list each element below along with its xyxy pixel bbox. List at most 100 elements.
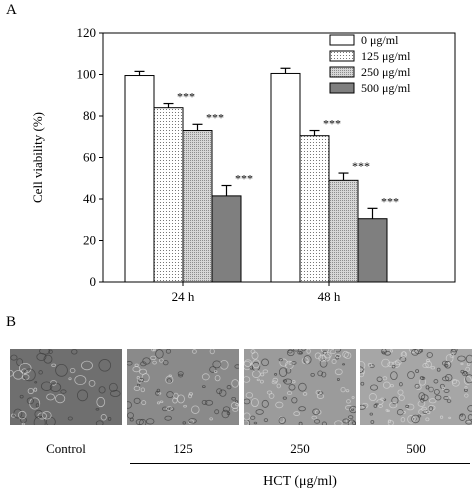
cell-mark <box>387 419 392 423</box>
y-tick-label: 20 <box>83 233 96 248</box>
y-tick-label: 60 <box>83 150 96 165</box>
cell-mark <box>33 415 46 425</box>
cell-mark <box>314 352 322 360</box>
cell-mark <box>439 415 444 419</box>
cell-mark <box>292 380 296 384</box>
cell-mark <box>334 349 342 353</box>
cell-mark <box>305 360 309 364</box>
cell-mark <box>315 389 322 395</box>
cell-mark <box>321 421 327 425</box>
cell-mark <box>433 389 440 395</box>
cell-mark <box>285 360 294 370</box>
y-tick-label: 40 <box>83 191 96 206</box>
cell-mark <box>351 396 355 399</box>
legend-swatch <box>329 66 355 78</box>
cell-mark <box>244 398 251 405</box>
cell-mark <box>33 387 38 392</box>
cell-mark <box>226 411 231 416</box>
cell-mark <box>293 411 301 416</box>
cell-mark <box>426 358 430 363</box>
cell-mark <box>182 421 186 425</box>
cell-mark <box>317 370 323 377</box>
significance-label: *** <box>206 110 224 124</box>
significance-label: *** <box>381 194 399 208</box>
cell-mark <box>140 387 146 393</box>
micrograph-image <box>360 349 472 425</box>
cell-mark <box>360 404 366 410</box>
cell-mark <box>201 373 210 381</box>
cell-mark <box>291 397 298 404</box>
cell-mark <box>261 399 269 408</box>
cell-mark <box>334 368 343 376</box>
cell-mark <box>244 376 251 383</box>
cell-mark <box>382 381 391 389</box>
cell-mark <box>425 417 430 422</box>
cell-mark <box>250 415 256 420</box>
cell-mark <box>390 371 398 381</box>
cell-mark <box>381 349 387 355</box>
cell-mark <box>434 394 442 401</box>
cell-mark <box>127 401 132 409</box>
chart-legend: 0 μg/ml 125 μg/ml 250 μg/ml 500 μg/ml <box>329 33 411 95</box>
cell-mark <box>164 415 172 421</box>
cell-mark <box>430 366 436 370</box>
cell-mark <box>178 373 184 378</box>
cell-mark <box>138 377 145 383</box>
cell-mark <box>387 361 395 367</box>
cell-mark <box>465 354 472 364</box>
cell-mark <box>407 371 415 380</box>
cell-mark <box>428 386 434 393</box>
cell-mark <box>141 400 147 406</box>
micrograph-background <box>127 349 239 425</box>
cell-mark <box>222 406 231 413</box>
cell-mark <box>48 349 53 354</box>
cell-mark <box>230 402 239 409</box>
cell-mark <box>183 404 187 408</box>
cell-mark <box>255 409 264 415</box>
cell-mark <box>370 384 378 391</box>
cell-mark <box>288 384 296 391</box>
condition-label-control: Control <box>46 441 86 456</box>
cell-mark <box>336 377 340 381</box>
cell-mark <box>342 350 349 358</box>
cell-mark <box>226 385 232 390</box>
treatment-bracket-line <box>130 463 470 464</box>
cell-mark <box>444 373 453 382</box>
cell-mark <box>282 396 287 400</box>
legend-swatch <box>329 34 355 46</box>
legend-entry: 250 μg/ml <box>361 65 411 79</box>
cell-mark <box>360 381 365 386</box>
cell-mark <box>219 389 227 397</box>
panel-b-label: B <box>6 314 17 330</box>
bar <box>270 72 301 283</box>
cell-mark <box>165 349 172 354</box>
cell-mark <box>162 406 168 412</box>
condition-label-250: 250 <box>290 441 310 456</box>
cell-mark <box>214 409 220 415</box>
cell-mark <box>306 349 311 354</box>
cell-mark <box>465 374 472 384</box>
cell-mark <box>201 399 208 405</box>
cell-mark <box>360 360 366 371</box>
cell-mark <box>278 358 283 362</box>
cell-mark <box>346 399 351 404</box>
cell-mark <box>442 387 446 391</box>
cell-mark <box>298 406 306 412</box>
cell-mark <box>201 385 206 388</box>
cell-mark <box>370 420 375 424</box>
cell-mark <box>152 360 157 365</box>
cell-mark <box>177 371 184 376</box>
bar <box>328 179 359 283</box>
panel-a-label: A <box>6 2 17 18</box>
cell-mark <box>345 405 353 411</box>
cell-mark <box>244 420 250 425</box>
condition-label-125: 125 <box>173 441 193 456</box>
cell-mark <box>135 418 144 425</box>
cell-mark <box>60 389 67 394</box>
cell-mark <box>330 349 336 355</box>
cell-mark <box>458 413 466 421</box>
cell-mark <box>399 382 403 387</box>
cell-mark <box>464 386 468 390</box>
cell-mark <box>155 349 164 359</box>
cell-mark <box>150 355 157 361</box>
